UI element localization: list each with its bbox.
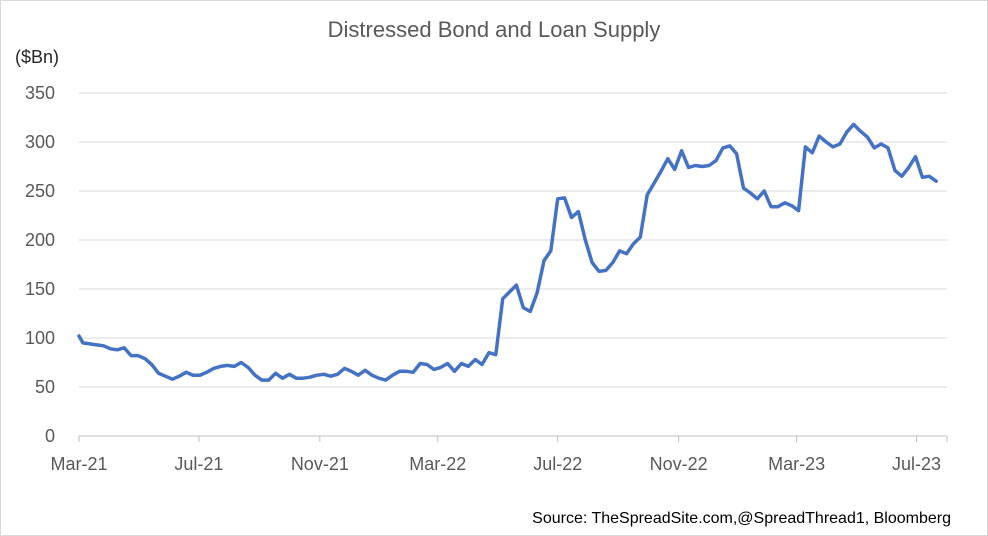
y-tick-label: 150 bbox=[25, 279, 55, 299]
x-tick-label: Jul-23 bbox=[892, 454, 941, 474]
y-axis-unit-label: ($Bn) bbox=[15, 47, 59, 67]
series-line-1 bbox=[77, 122, 938, 382]
y-tick-label: 350 bbox=[25, 83, 55, 103]
y-axis-ticks: 0 50 100 150 200 250 300 350 bbox=[25, 83, 55, 446]
x-tick-label: Mar-21 bbox=[50, 454, 107, 474]
x-tick-label: Nov-22 bbox=[650, 454, 708, 474]
x-tick-label: Mar-22 bbox=[409, 454, 466, 474]
source-note: Source: TheSpreadSite.com,@SpreadThread1… bbox=[532, 510, 951, 527]
chart-title: Distressed Bond and Loan Supply bbox=[328, 17, 661, 42]
y-tick-label: 200 bbox=[25, 230, 55, 250]
x-axis-ticks: Mar-21 Jul-21 Nov-21 Mar-22 Jul-22 Nov-22 Mar-… bbox=[50, 436, 948, 474]
y-tick-label: 250 bbox=[25, 181, 55, 201]
x-tick-label: Nov-21 bbox=[291, 454, 349, 474]
y-tick-label: 300 bbox=[25, 132, 55, 152]
y-tick-label: 0 bbox=[45, 426, 55, 446]
series-layer bbox=[77, 122, 938, 382]
y-tick-label: 100 bbox=[25, 328, 55, 348]
x-tick-label: Jul-22 bbox=[533, 454, 582, 474]
x-tick-label: Mar-23 bbox=[768, 454, 825, 474]
y-tick-label: 50 bbox=[35, 377, 55, 397]
x-tick-label: Jul-21 bbox=[174, 454, 223, 474]
